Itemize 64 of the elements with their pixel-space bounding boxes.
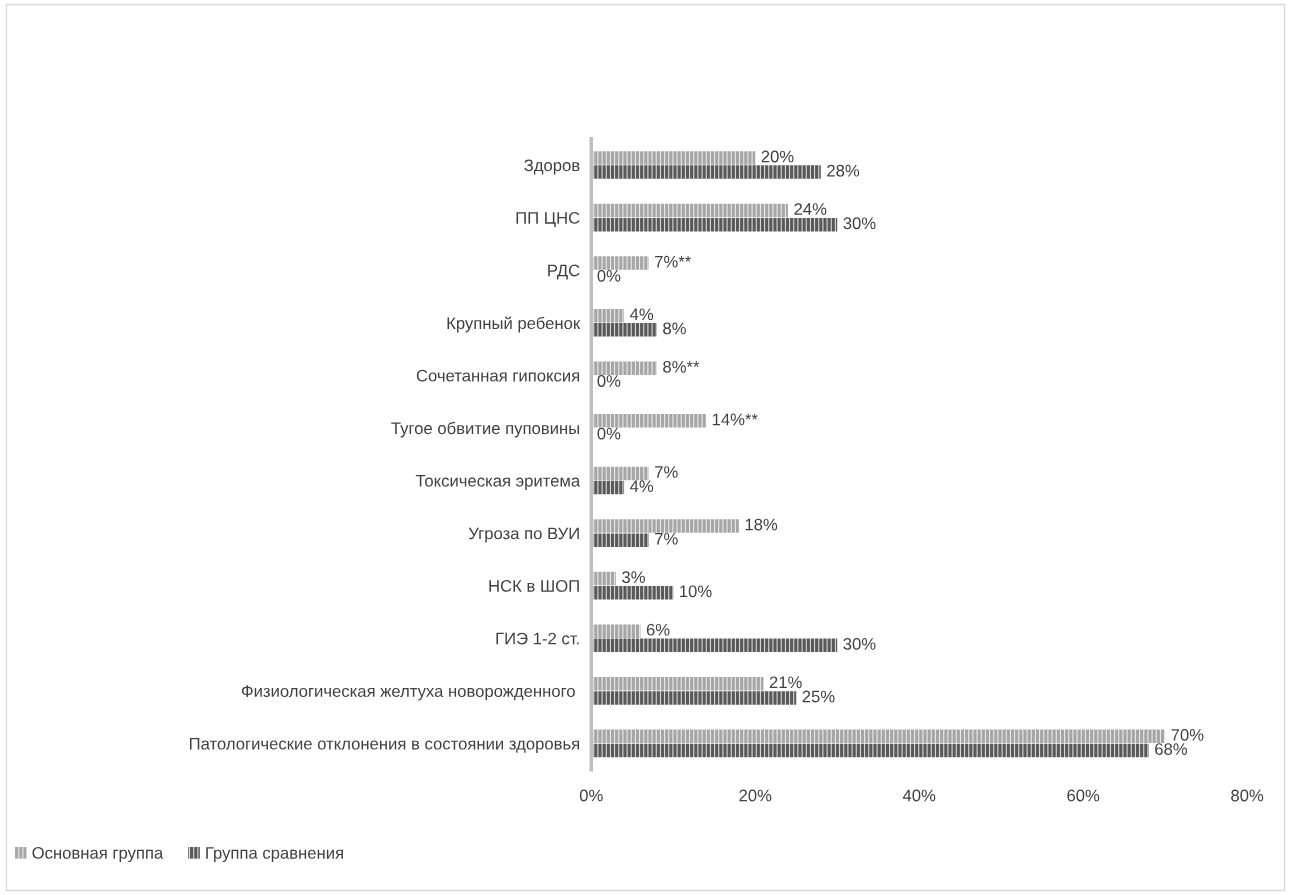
data-label: 8%**: [663, 360, 700, 373]
y-tick-label: Физиологическая желтуха новорожденного: [241, 685, 575, 701]
bar: [591, 743, 1149, 758]
y-tick-label: Крупный ребенок: [447, 316, 581, 333]
data-label: 30%: [843, 638, 876, 650]
bar: [591, 323, 657, 337]
bar: [591, 165, 821, 179]
data-label: 7%: [655, 466, 678, 478]
data-label: 8%: [663, 322, 686, 335]
bar: [591, 308, 625, 323]
y-tick-label: ГИЭ 1-2 ст.: [496, 632, 579, 645]
bar: [591, 691, 797, 705]
x-tick-label: 0%: [579, 789, 603, 802]
bar: [591, 624, 641, 638]
x-tick-label: 60%: [1067, 789, 1100, 802]
y-tick-label: Сочетанная гипоксия: [416, 369, 580, 382]
y-tick-label: Патологические отклонения в состоянии здоровья: [189, 737, 580, 753]
data-label: 7%: [655, 532, 678, 545]
y-tick-label: Здоров: [524, 159, 580, 175]
bar: [591, 729, 1166, 744]
legend-label: Группа сравнения: [206, 847, 343, 863]
data-label: 20%: [761, 150, 794, 163]
bar: [591, 571, 616, 586]
bar: [591, 256, 649, 270]
legend-label: Основная группа: [32, 847, 164, 863]
data-label: 68%: [1155, 743, 1188, 755]
data-label: 24%: [794, 203, 827, 215]
bar: [591, 203, 789, 218]
data-label: 6%: [646, 623, 670, 636]
bar: [591, 361, 657, 375]
data-label: 10%: [680, 585, 712, 598]
bar: [591, 638, 838, 653]
bar: [591, 151, 756, 165]
data-label: 4%: [630, 308, 654, 321]
y-tick-label: Тугое обвитие пуповины: [391, 421, 580, 438]
x-tick-label: 80%: [1231, 789, 1264, 802]
data-label: 25%: [802, 690, 835, 703]
bar: [591, 480, 625, 495]
data-label: 3%: [622, 571, 645, 584]
bar: [591, 217, 838, 232]
data-label: 0%: [597, 269, 621, 282]
data-label: 4%: [630, 480, 654, 493]
data-label: 7%**: [655, 255, 692, 268]
x-tick-label: 20%: [739, 789, 772, 802]
bar: [591, 519, 739, 533]
y-tick-label: ПП ЦНС: [516, 212, 580, 227]
bar: [591, 466, 649, 481]
x-tick-label: 40%: [902, 789, 936, 802]
data-label: 18%: [745, 518, 778, 531]
data-label: 14%**: [712, 413, 758, 426]
bar: [591, 533, 649, 547]
data-label: 70%: [1171, 728, 1204, 741]
data-label: 28%: [827, 164, 860, 177]
bar: [591, 586, 674, 600]
data-label: 30%: [843, 217, 876, 230]
data-label: 0%: [597, 375, 621, 387]
y-tick-label: Угроза по ВУИ: [468, 527, 579, 543]
data-label: 0%: [597, 427, 621, 440]
y-tick-label: РДС: [548, 264, 580, 280]
bar: [591, 414, 707, 428]
bar: [591, 676, 764, 691]
y-tick-label: Токсическая эритема: [415, 475, 581, 490]
data-label: 21%: [769, 676, 802, 689]
y-tick-label: НСК в ШОП: [489, 580, 579, 592]
